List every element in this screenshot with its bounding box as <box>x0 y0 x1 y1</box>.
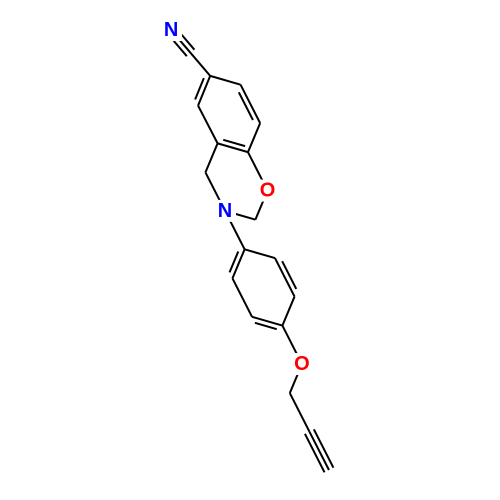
bond <box>245 249 275 258</box>
bond <box>282 326 297 356</box>
atom-label-O: O <box>294 353 310 375</box>
bond <box>290 393 310 431</box>
bond <box>282 297 294 326</box>
atom-label-N: N <box>164 19 178 41</box>
bond <box>309 432 329 470</box>
bond <box>290 372 299 393</box>
bond <box>314 429 334 467</box>
atom-label-N: N <box>218 200 232 222</box>
bond <box>255 199 264 220</box>
bond <box>248 123 260 152</box>
bond <box>198 76 210 106</box>
bond <box>248 152 263 182</box>
bond <box>205 143 217 172</box>
bond <box>174 41 187 56</box>
bond <box>232 249 244 278</box>
bond <box>232 278 252 316</box>
atom-label-O: O <box>260 180 276 202</box>
bond <box>205 172 220 202</box>
bond <box>241 85 261 123</box>
bond <box>181 34 194 49</box>
bond <box>305 434 325 472</box>
bond <box>210 76 240 85</box>
bond <box>234 213 256 219</box>
bond <box>229 219 244 249</box>
bond <box>191 53 211 76</box>
molecule-canvas: N O N O <box>0 0 500 500</box>
bond <box>198 106 218 144</box>
bond <box>275 258 295 296</box>
